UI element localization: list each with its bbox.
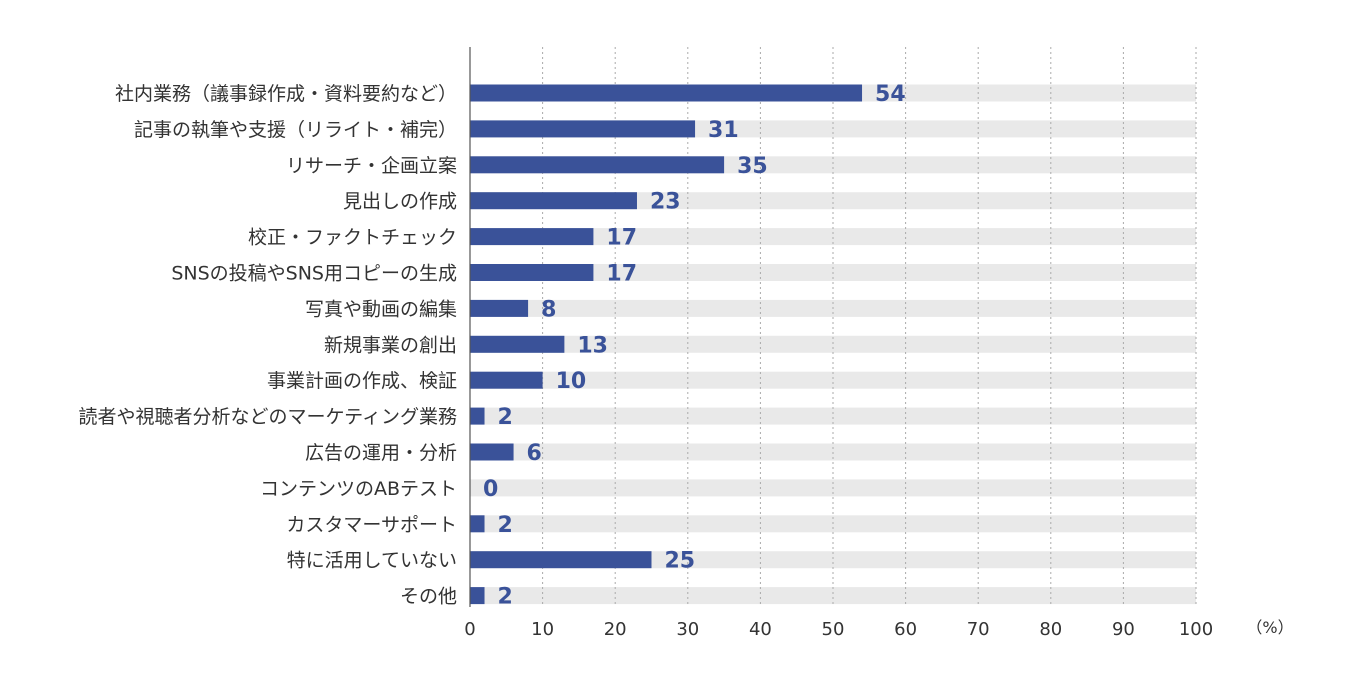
- data-label: 31: [708, 118, 739, 143]
- category-labels: 社内業務（議事録作成・資料要約など） 記事の執筆や支援（リライト・補完） リサーチ・…: [79, 83, 457, 608]
- data-label: 2: [498, 585, 513, 610]
- bar: [470, 120, 696, 138]
- x-tick-label: 90: [1112, 619, 1135, 640]
- category-label: 広告の運用・分析: [305, 442, 457, 464]
- data-label: 0: [483, 477, 498, 502]
- category-label: その他: [400, 586, 457, 608]
- category-label: 新規事業の創出: [324, 334, 457, 356]
- bar: [470, 156, 725, 174]
- bar: [470, 264, 594, 281]
- bars: [470, 84, 863, 605]
- bar: [470, 84, 863, 102]
- category-label: 校正・ファクトチェック: [248, 227, 457, 249]
- x-tick-label: 80: [1039, 619, 1062, 640]
- category-label: カスタマーサポート: [286, 514, 457, 536]
- data-label: 2: [498, 405, 513, 430]
- bar: [470, 551, 652, 569]
- data-label: 8: [541, 297, 556, 322]
- category-label: コンテンツのABテスト: [260, 478, 457, 500]
- category-label: 記事の執筆や支援（リライト・補完）: [134, 119, 457, 141]
- x-tick-label: 40: [749, 619, 772, 640]
- category-label: SNSの投稿やSNS用コピーの生成: [171, 263, 457, 285]
- bar-track: [470, 228, 1196, 246]
- category-label: 見出しの作成: [343, 191, 457, 213]
- bar: [470, 443, 514, 461]
- category-label: リサーチ・企画立案: [286, 155, 457, 177]
- data-label: 6: [527, 441, 542, 466]
- data-label: 17: [606, 226, 637, 251]
- data-label: 13: [577, 333, 608, 358]
- category-label: 特に活用していない: [287, 550, 457, 572]
- data-label: 54: [875, 82, 906, 107]
- unit-label: （%）: [1246, 618, 1293, 637]
- x-tick-label: 50: [822, 619, 845, 640]
- bar: [470, 192, 637, 210]
- x-tick-label: 100: [1179, 619, 1213, 640]
- bar: [470, 371, 543, 389]
- bar-track: [470, 587, 1196, 605]
- bar: [470, 407, 485, 425]
- bar-track: [470, 407, 1196, 425]
- bar: [470, 587, 485, 605]
- data-label: 35: [737, 154, 768, 179]
- x-tick-label: 70: [967, 619, 990, 640]
- category-label: 写真や動画の編集: [305, 298, 457, 320]
- x-tick-labels: 0 10 20 30 40 50 60 70 80 90 100: [464, 619, 1213, 640]
- x-tick-label: 20: [604, 619, 627, 640]
- category-label: 事業計画の作成、検証: [267, 370, 457, 392]
- data-label: 23: [650, 190, 681, 215]
- category-label: 社内業務（議事録作成・資料要約など）: [115, 83, 457, 105]
- bar: [470, 228, 594, 246]
- bar: [470, 515, 485, 533]
- data-label: 10: [556, 369, 587, 394]
- bar: [470, 299, 529, 317]
- x-tick-label: 30: [676, 619, 699, 640]
- bar-track: [470, 192, 1196, 210]
- category-label: 読者や視聴者分析などのマーケティング業務: [79, 406, 457, 428]
- bar-track: [470, 335, 1196, 353]
- x-tick-label: 0: [464, 619, 475, 640]
- bar-track: [470, 371, 1196, 389]
- data-label: 2: [498, 513, 513, 538]
- x-tick-label: 10: [531, 619, 554, 640]
- bar: [470, 335, 565, 353]
- data-label: 25: [665, 549, 696, 574]
- data-label: 17: [606, 262, 637, 287]
- gridlines: [542, 47, 1197, 607]
- x-tick-label: 60: [894, 619, 917, 640]
